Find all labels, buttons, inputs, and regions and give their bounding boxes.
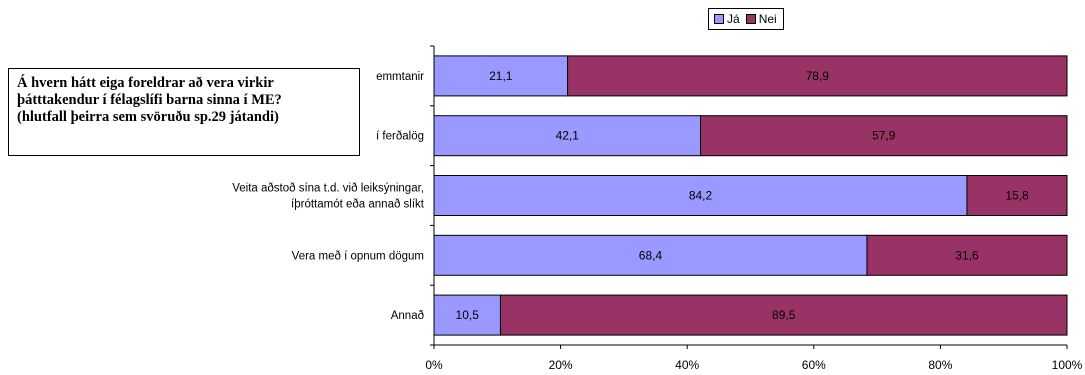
data-label-nei-2: 15,8 <box>1005 189 1029 203</box>
chart-title-line-3: (hlutfall þeirra sem svöruðu sp.29 játan… <box>17 109 279 125</box>
legend-swatch-nei <box>745 14 756 24</box>
legend-label-ja: Já <box>727 12 740 26</box>
category-label-1-0: í ferðalög <box>376 131 424 143</box>
chart-legend: Já Nei <box>708 8 784 30</box>
category-label-0-0: emmtanir <box>376 71 424 83</box>
bar-ja-1 <box>433 115 701 157</box>
legend-label-nei: Nei <box>758 12 777 26</box>
data-label-nei-3: 31,6 <box>955 248 979 262</box>
data-label-nei-1: 57,9 <box>872 129 896 143</box>
legend-item-nei: Nei <box>745 12 777 26</box>
legend-item-ja: Já <box>714 12 740 26</box>
chart-title-box: Á hvern hátt eiga foreldrar að vera virk… <box>8 68 360 156</box>
legend-swatch-ja <box>714 14 724 24</box>
bar-nei-4 <box>499 294 1068 336</box>
data-label-nei-4: 89,5 <box>772 308 796 322</box>
data-label-ja-0: 21,1 <box>489 69 513 83</box>
x-tick-label-3: 60% <box>802 358 826 372</box>
x-tick-label-5: 100% <box>1052 358 1083 372</box>
category-label-3-0: Vera með í opnum dögum <box>292 250 424 262</box>
x-tick-label-2: 40% <box>675 358 699 372</box>
category-label-2-1: íþróttamót eða annað slíkt <box>291 199 425 211</box>
bar-nei-2 <box>966 175 1068 216</box>
data-label-ja-1: 42,1 <box>556 129 580 143</box>
x-tick-label-1: 20% <box>549 358 573 372</box>
bar-nei-1 <box>699 115 1068 157</box>
data-label-ja-4: 10,5 <box>456 308 480 322</box>
chart-title-line-1: Á hvern hátt eiga foreldrar að vera virk… <box>17 75 274 91</box>
bar-ja-0 <box>433 55 569 97</box>
bar-nei-3 <box>866 234 1068 276</box>
x-tick-label-0: 0% <box>425 358 443 372</box>
data-label-ja-3: 68,4 <box>639 248 663 262</box>
data-label-ja-2: 84,2 <box>689 189 713 203</box>
bar-ja-3 <box>433 234 868 276</box>
category-label-4-0: Annað <box>391 310 424 322</box>
data-label-nei-0: 78,9 <box>806 69 830 83</box>
category-label-2-0: Veita aðstoð sína t.d. við leiksýningar, <box>232 183 424 195</box>
bar-ja-4 <box>433 294 501 336</box>
bar-nei-0 <box>567 55 1068 97</box>
chart-title-line-2: þátttakendur í félagslífi barna sinna í … <box>17 92 282 108</box>
x-tick-label-4: 80% <box>928 358 952 372</box>
